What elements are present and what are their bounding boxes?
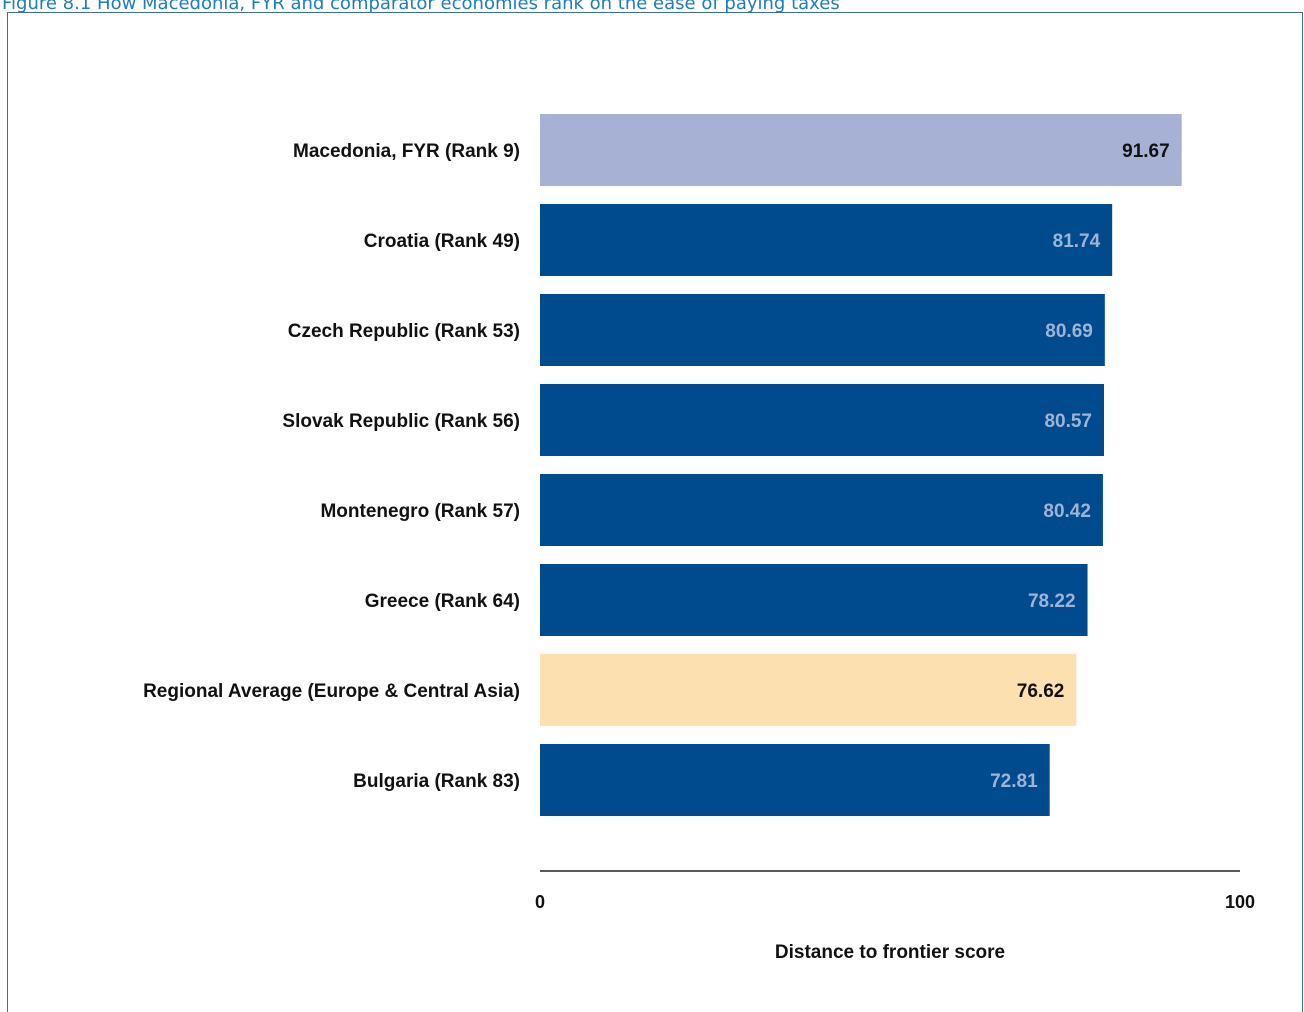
category-label-3: Slovak Republic (Rank 56): [282, 411, 520, 432]
bar-3: [540, 384, 1104, 456]
bar-1: [540, 204, 1113, 276]
value-label-6: 76.62: [1017, 681, 1065, 702]
figure-frame: [7, 12, 1303, 1012]
x-axis-title: Distance to frontier score: [775, 942, 1005, 963]
category-label-7: Bulgaria (Rank 83): [353, 771, 520, 792]
value-label-3: 80.57: [1044, 411, 1092, 432]
value-label-1: 81.74: [1053, 231, 1101, 252]
x-tick-label-0: 0: [535, 892, 545, 912]
category-label-1: Croatia (Rank 49): [364, 231, 520, 252]
category-label-6: Regional Average (Europe & Central Asia): [143, 681, 520, 702]
value-label-5: 78.22: [1028, 591, 1076, 612]
category-label-0: Macedonia, FYR (Rank 9): [293, 141, 520, 162]
value-label-4: 80.42: [1043, 501, 1091, 522]
bars-layer: [540, 114, 1182, 816]
labels-layer: Macedonia, FYR (Rank 9) 91.67 Croatia (Ran…: [143, 141, 1170, 792]
figure-title: Figure 8.1 How Macedonia, FYR and compar…: [2, 0, 840, 14]
bar-7: [540, 744, 1050, 816]
bar-4: [540, 474, 1103, 546]
bar-6: [540, 654, 1077, 726]
x-ticks: 0 100: [535, 892, 1255, 912]
value-label-7: 72.81: [990, 771, 1038, 792]
value-label-0: 91.67: [1122, 141, 1170, 162]
category-label-2: Czech Republic (Rank 53): [288, 321, 520, 342]
x-tick-label-1: 100: [1225, 892, 1255, 912]
bar-0: [540, 114, 1182, 186]
category-label-4: Montenegro (Rank 57): [320, 501, 520, 522]
bar-5: [540, 564, 1088, 636]
value-label-2: 80.69: [1045, 321, 1093, 342]
category-label-5: Greece (Rank 64): [365, 591, 520, 612]
bar-2: [540, 294, 1105, 366]
